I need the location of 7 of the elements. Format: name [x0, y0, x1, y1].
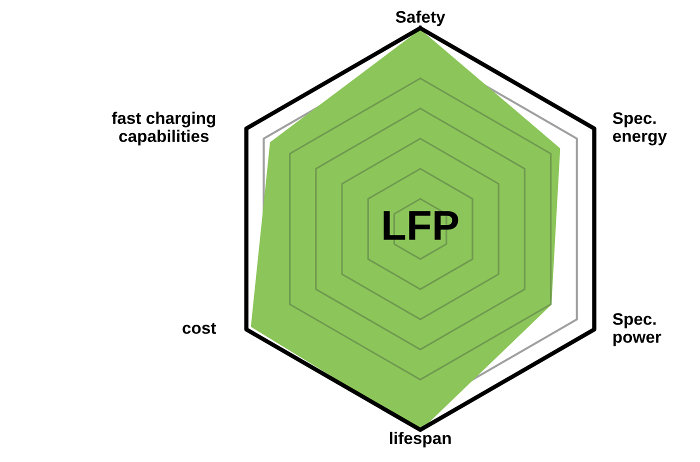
spoke-label: lifespan — [390, 432, 451, 448]
spoke-label: fast charging capabilities — [112, 112, 216, 146]
spoke-label: Spec. power — [612, 313, 662, 346]
spoke-label: Spec. energy — [612, 112, 667, 146]
spoke-label: Safety — [396, 10, 446, 26]
spoke-label: cost — [182, 322, 216, 334]
text: LFP — [384, 211, 458, 240]
